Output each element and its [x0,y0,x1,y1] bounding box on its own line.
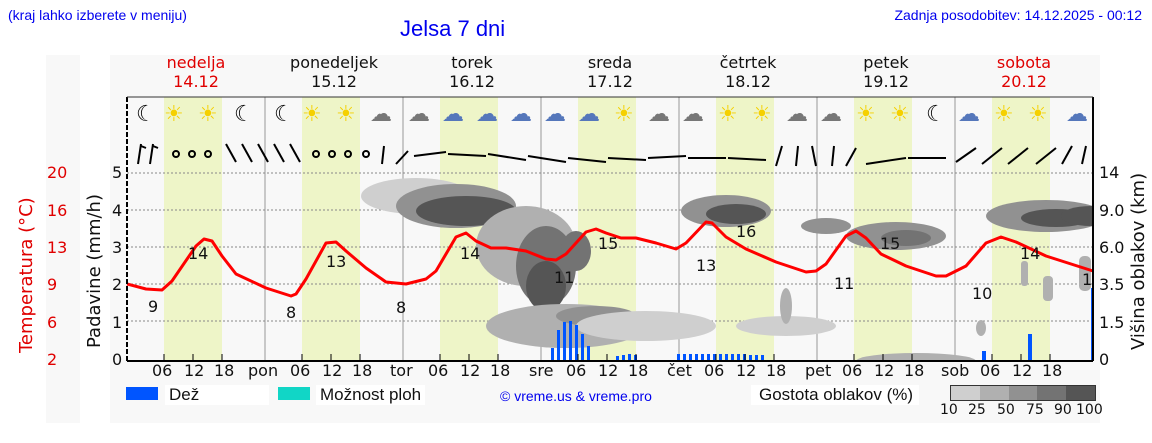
density-swatch-90 [1066,386,1095,400]
svg-text:☀: ☀ [1028,102,1048,127]
svg-text:11: 11 [834,274,854,293]
svg-text:☾: ☾ [234,102,254,127]
svg-text:14: 14 [188,244,208,263]
svg-text:☁: ☁ [578,102,600,127]
cloud-height-tick: 9.0 [1099,201,1125,220]
day-header-4: četrtek 18.12 [719,53,777,91]
svg-text:☁: ☁ [408,102,430,127]
day-header-1: ponedeljek 15.12 [290,53,378,91]
day-header-3: sreda 17.12 [587,53,633,91]
svg-text:☀: ☀ [752,102,772,127]
showers-legend-label: Možnost ploh [316,385,426,405]
svg-text:11: 11 [1082,270,1094,289]
showers-legend-swatch [278,387,310,400]
svg-text:☀: ☀ [336,102,356,127]
svg-text:14: 14 [1020,244,1040,263]
density-swatch-10 [951,386,980,400]
wind-barbs-row [137,143,1087,167]
last-update: Zadnja posodobitev: 14.12.2025 - 00:12 [894,7,1142,23]
cloud-height-axis-label: Višina oblakov (km) [1128,172,1149,350]
precip-tick: 2 [112,275,123,294]
page-title: Jelsa 7 dni [400,16,506,41]
density-swatch-25 [979,386,1009,400]
svg-text:☀: ☀ [614,102,634,127]
svg-text:9: 9 [148,297,158,316]
precip-tick: 4 [112,201,123,220]
temp-tick: 20 [47,163,68,182]
day-headers: nedelja 14.12 ponedeljek 15.12 torek 16.12 … [126,53,1092,93]
day-header-0: nedelja 14.12 [166,53,226,91]
svg-text:16: 16 [736,222,756,241]
copyright-link[interactable]: © vreme.us & vreme.pro [500,388,652,404]
cloud-height-tick: 0 [1099,350,1110,369]
temp-tick: 6 [47,313,58,332]
precip-tick: 3 [112,238,123,257]
day-header-5: petek 19.12 [863,53,909,91]
precip-axis-label: Padavine (mm/h) [84,194,105,348]
svg-text:8: 8 [286,303,296,322]
svg-text:10: 10 [972,284,992,303]
weather-icons-row: ☾ ☀ ☀ ☾ ☾ ☀ ☀ ☁ ☁ ☁ ☁ ☁ ☁ ☁ ☀ ☁ ☁ ☀ ☀ ☁ ☁ ☀ ☀ ☾ ☁ ☀ ☀ ☁ [136,102,1088,127]
svg-text:☀: ☀ [718,102,738,127]
cloud-density-scale [950,385,1096,401]
location-hint-link[interactable]: (kraj lahko izberete v meniju) [8,7,187,23]
svg-text:13: 13 [326,252,346,271]
temp-tick: 13 [47,238,68,257]
svg-text:11: 11 [554,268,574,287]
cloud-height-tick: 1.5 [1099,313,1125,332]
temp-axis-label: Temperatura (°C) [16,197,37,353]
temp-value-labels: 9 14 8 13 8 14 11 15 13 16 11 15 10 14 11 [148,222,1094,322]
cloud-density-label: Gostota oblakov (%) [751,385,920,405]
cloud-height-tick: 6.0 [1099,238,1125,257]
svg-text:13: 13 [696,256,716,275]
day-header-6: sobota 20.12 [996,53,1052,91]
temp-tick: 9 [47,275,58,294]
svg-text:☁: ☁ [820,102,842,127]
svg-text:☁: ☁ [370,102,392,127]
rain-legend-label: Dež [165,385,269,405]
svg-text:☁: ☁ [510,102,532,127]
svg-text:☾: ☾ [136,102,156,127]
svg-text:☁: ☁ [476,102,498,127]
rain-legend-swatch [126,387,158,400]
temp-axis-panel [46,55,80,423]
svg-text:15: 15 [880,234,900,253]
svg-text:☁: ☁ [442,102,464,127]
svg-text:☁: ☁ [1066,102,1088,127]
x-axis-labels: 06 12 18 pon 06 12 18 tor 06 12 18 sre 0… [152,361,1063,380]
day-header-2: torek 16.12 [449,53,495,91]
precip-tick: 1 [112,313,123,332]
forecast-plot: ☾ ☀ ☀ ☾ ☾ ☀ ☀ ☁ ☁ ☁ ☁ ☁ ☁ ☁ ☀ ☁ ☁ ☀ ☀ ☁ ☁ ☀ ☀ ☾ ☁ ☀ ☀ ☁ 9 14 8… [126,96,1094,362]
svg-text:☁: ☁ [648,102,670,127]
svg-text:☁: ☁ [786,102,808,127]
svg-text:☾: ☾ [926,102,946,127]
svg-text:☀: ☀ [856,102,876,127]
temp-tick: 2 [47,350,58,369]
density-swatch-75 [1037,386,1067,400]
cloud-height-tick: 3.5 [1099,275,1125,294]
svg-text:8: 8 [396,298,406,317]
density-swatch-50 [1008,386,1038,400]
svg-text:☁: ☁ [544,102,566,127]
svg-text:☾: ☾ [274,102,294,127]
svg-text:☀: ☀ [164,102,184,127]
svg-text:☀: ☀ [994,102,1014,127]
svg-text:☀: ☀ [302,102,322,127]
svg-text:☁: ☁ [682,102,704,127]
temp-tick: 16 [47,201,68,220]
svg-text:14: 14 [460,244,480,263]
temperature-line [126,220,1094,298]
precip-tick: 0 [112,350,123,369]
svg-text:☀: ☀ [890,102,910,127]
precip-tick: 5 [112,163,123,182]
cloud-height-tick: 14 [1099,163,1120,182]
svg-text:☁: ☁ [958,102,980,127]
svg-text:15: 15 [598,234,618,253]
svg-text:☀: ☀ [198,102,218,127]
